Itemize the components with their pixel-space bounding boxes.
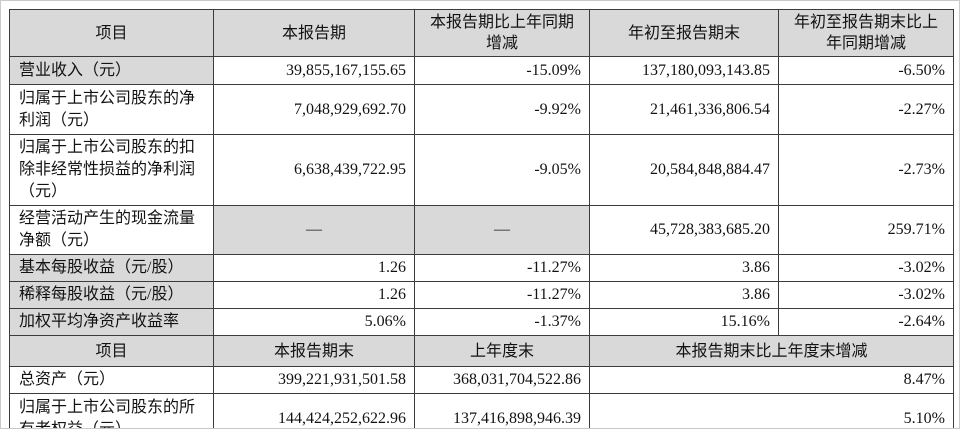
current-period-value: 6,638,439,722.95 bbox=[213, 134, 415, 206]
row-basic-eps: 基本每股收益（元/股） 1.26 -11.27% 3.86 -3.02% bbox=[9, 254, 954, 282]
yoy-change-value: -9.92% bbox=[414, 84, 590, 135]
row-label: 归属于上市公司股东的净利润（元） bbox=[9, 84, 214, 135]
ytd-yoy-change-value: 259.71% bbox=[778, 205, 954, 255]
ytd-yoy-change-value: -3.02% bbox=[778, 254, 954, 282]
row-operating-revenue: 营业收入（元） 39,855,167,155.65 -15.09% 137,18… bbox=[9, 56, 954, 85]
change-value: 5.10% bbox=[589, 393, 954, 428]
row-owners-equity-attributable: 归属于上市公司股东的所有者权益（元） 144,424,252,622.96 13… bbox=[9, 393, 954, 428]
ytd-value: 137,180,093,143.85 bbox=[589, 56, 779, 85]
row-operating-cash-flow: 经营活动产生的现金流量净额（元） — — 45,728,383,685.20 2… bbox=[9, 205, 954, 255]
current-period-value: 5.06% bbox=[213, 308, 415, 336]
yoy-change-value: -11.27% bbox=[414, 281, 590, 309]
change-value: 8.47% bbox=[589, 366, 954, 394]
section1-header-row: 项目 本报告期 本报告期比上年同期增减 年初至报告期末 年初至报告期末比上年同期… bbox=[9, 9, 954, 57]
row-weighted-avg-roe: 加权平均净资产收益率 5.06% -1.37% 15.16% -2.64% bbox=[9, 308, 954, 336]
row-diluted-eps: 稀释每股收益（元/股） 1.26 -11.27% 3.86 -3.02% bbox=[9, 281, 954, 309]
row-net-profit-attributable: 归属于上市公司股东的净利润（元） 7,048,929,692.70 -9.92%… bbox=[9, 84, 954, 135]
yoy-change-value: -15.09% bbox=[414, 56, 590, 85]
yoy-change-value: -1.37% bbox=[414, 308, 590, 336]
header-item: 项目 bbox=[9, 335, 214, 367]
ytd-yoy-change-value: -6.50% bbox=[778, 56, 954, 85]
ytd-value: 21,461,336,806.54 bbox=[589, 84, 779, 135]
yoy-change-value: -9.05% bbox=[414, 134, 590, 206]
end-of-period-value: 144,424,252,622.96 bbox=[213, 393, 415, 428]
row-label: 总资产（元） bbox=[9, 366, 214, 394]
header-ytd: 年初至报告期末 bbox=[589, 9, 779, 57]
ytd-yoy-change-value: -2.27% bbox=[778, 84, 954, 135]
ytd-yoy-change-value: -2.64% bbox=[778, 308, 954, 336]
current-period-value: 7,048,929,692.70 bbox=[213, 84, 415, 135]
end-of-prev-year-value: 137,416,898,946.39 bbox=[414, 393, 590, 428]
row-label: 基本每股收益（元/股） bbox=[9, 254, 214, 282]
ytd-value: 3.86 bbox=[589, 281, 779, 309]
end-of-period-value: 399,221,931,501.58 bbox=[213, 366, 415, 394]
row-label: 归属于上市公司股东的所有者权益（元） bbox=[9, 393, 214, 428]
row-label: 稀释每股收益（元/股） bbox=[9, 281, 214, 309]
header-current-period: 本报告期 bbox=[213, 9, 415, 57]
section2-header-row: 项目 本报告期末 上年度末 本报告期末比上年度末增减 bbox=[9, 335, 954, 367]
row-label: 营业收入（元） bbox=[9, 56, 214, 85]
header-end-of-period: 本报告期末 bbox=[213, 335, 415, 367]
ytd-yoy-change-value: -3.02% bbox=[778, 281, 954, 309]
header-yoy-change: 本报告期比上年同期增减 bbox=[414, 9, 590, 57]
ytd-value: 45,728,383,685.20 bbox=[589, 205, 779, 255]
current-period-value: — bbox=[213, 205, 415, 255]
header-end-of-prev-year: 上年度末 bbox=[414, 335, 590, 367]
ytd-value: 15.16% bbox=[589, 308, 779, 336]
current-period-value: 39,855,167,155.65 bbox=[213, 56, 415, 85]
row-label: 经营活动产生的现金流量净额（元） bbox=[9, 205, 214, 255]
yoy-change-value: — bbox=[414, 205, 590, 255]
yoy-change-value: -11.27% bbox=[414, 254, 590, 282]
key-financials-table: 项目 本报告期 本报告期比上年同期增减 年初至报告期末 年初至报告期末比上年同期… bbox=[9, 9, 954, 428]
row-net-profit-excl-nonrecurring: 归属于上市公司股东的扣除非经常性损益的净利润（元） 6,638,439,722.… bbox=[9, 134, 954, 206]
header-change-vs-prev-year-end: 本报告期末比上年度末增减 bbox=[589, 335, 954, 367]
header-ytd-yoy-change: 年初至报告期末比上年同期增减 bbox=[778, 9, 954, 57]
row-label: 归属于上市公司股东的扣除非经常性损益的净利润（元） bbox=[9, 134, 214, 206]
ytd-value: 20,584,848,884.47 bbox=[589, 134, 779, 206]
current-period-value: 1.26 bbox=[213, 254, 415, 282]
row-label: 加权平均净资产收益率 bbox=[9, 308, 214, 336]
ytd-yoy-change-value: -2.73% bbox=[778, 134, 954, 206]
current-period-value: 1.26 bbox=[213, 281, 415, 309]
row-total-assets: 总资产（元） 399,221,931,501.58 368,031,704,52… bbox=[9, 366, 954, 394]
end-of-prev-year-value: 368,031,704,522.86 bbox=[414, 366, 590, 394]
header-item: 项目 bbox=[9, 9, 214, 57]
ytd-value: 3.86 bbox=[589, 254, 779, 282]
